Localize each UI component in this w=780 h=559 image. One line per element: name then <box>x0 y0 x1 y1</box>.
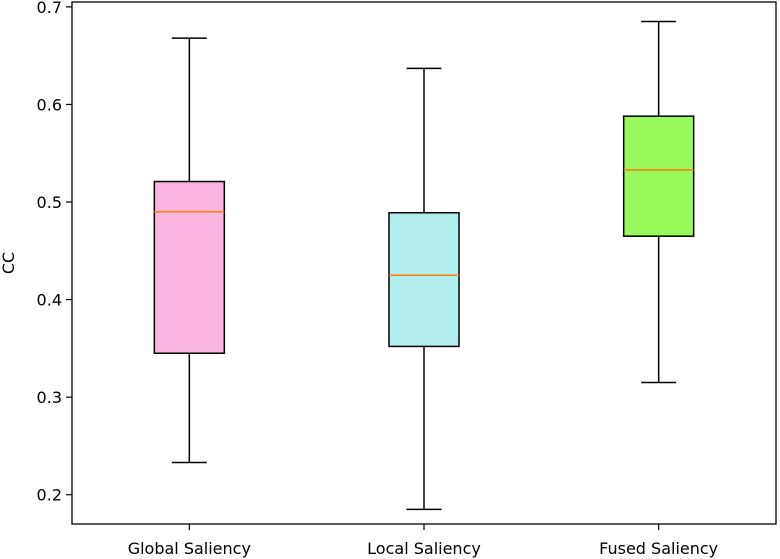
x-tick-label: Global Saliency <box>128 539 251 558</box>
x-tick-label: Local Saliency <box>367 539 481 558</box>
y-tick-label: 0.2 <box>37 486 62 505</box>
box-iqr <box>388 212 460 348</box>
y-tick-label: 0.4 <box>37 291 62 310</box>
y-tick-label: 0.7 <box>37 0 62 17</box>
box-iqr <box>153 180 226 355</box>
y-tick-label: 0.6 <box>37 95 62 114</box>
x-tick-label: Fused Saliency <box>599 539 718 558</box>
box-group <box>622 20 695 384</box>
box-group <box>388 67 460 511</box>
y-tick-label: 0.3 <box>37 388 62 407</box>
box-iqr <box>622 115 695 237</box>
box-group <box>153 37 226 464</box>
y-tick-label: 0.5 <box>37 193 62 212</box>
y-axis-label: CC <box>0 252 18 274</box>
